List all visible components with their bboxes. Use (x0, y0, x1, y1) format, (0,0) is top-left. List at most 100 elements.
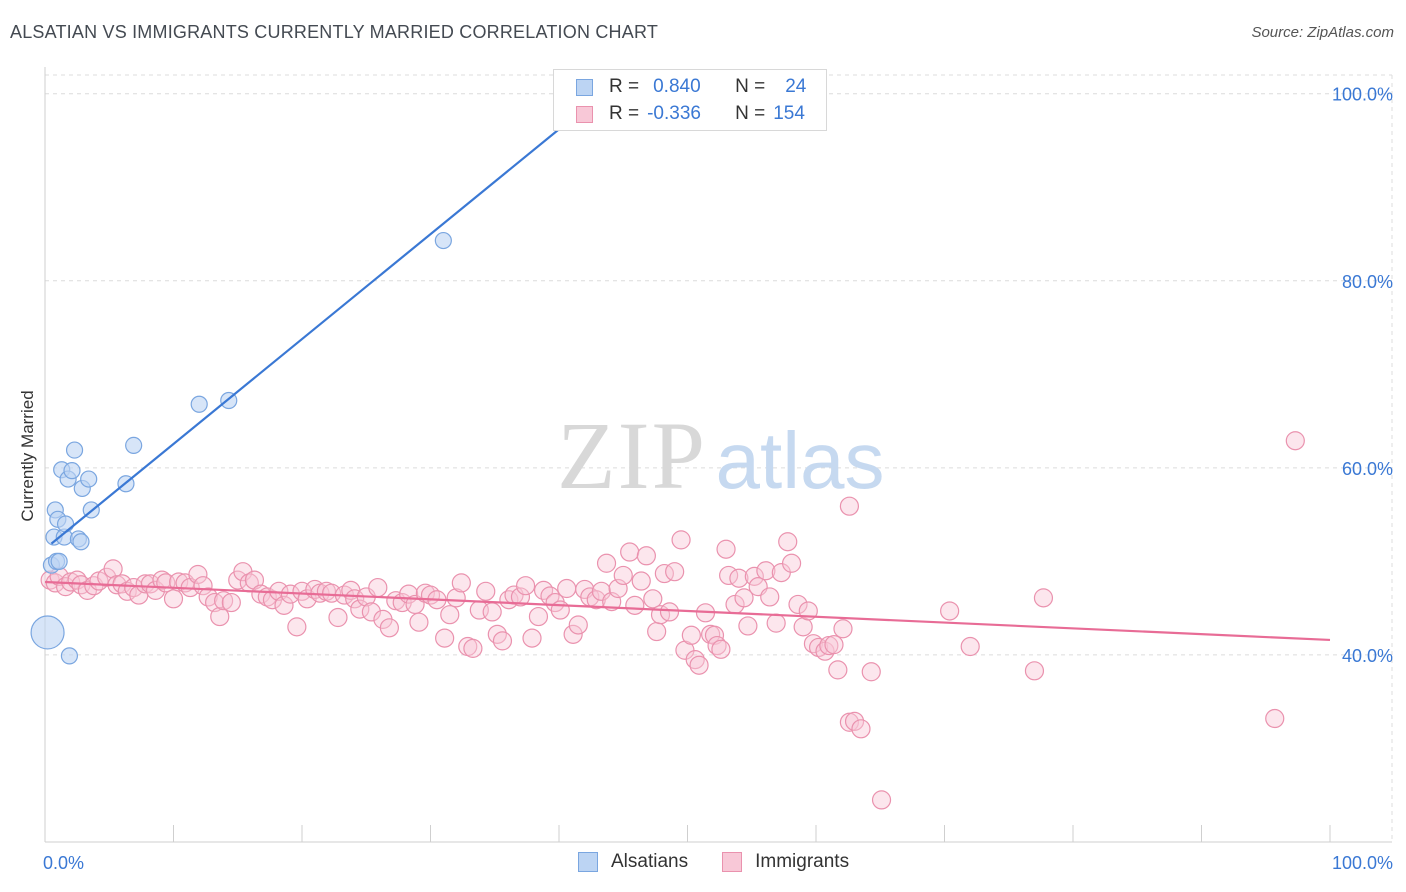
immigrants-point (729, 568, 749, 588)
immigrants-point (788, 594, 808, 615)
immigrants-point (671, 530, 691, 550)
immigrants-point (681, 625, 701, 645)
immigrants-point (1033, 588, 1054, 608)
alsatians-legend-swatch (578, 852, 598, 872)
immigrants-point (620, 542, 640, 562)
series-legend: Alsatians Immigrants (578, 851, 883, 873)
immigrants-point (1265, 708, 1285, 729)
immigrants-point (163, 589, 184, 609)
source-label: Source: ZipAtlas.com (1251, 24, 1394, 41)
immigrants-point (707, 635, 727, 656)
immigrants-point (409, 612, 429, 632)
r-value: 0.840 (653, 76, 701, 97)
stats-row-alsatians: R = 0.840 N = 24 (576, 75, 806, 99)
x-tick-label-max: 100.0% (1332, 853, 1393, 873)
legend-label-alsatians: Alsatians (611, 851, 689, 872)
watermark: ZIP atlas (557, 402, 884, 509)
axes (44, 67, 1392, 843)
immigrants-swatch (576, 105, 593, 123)
immigrants-point (734, 588, 754, 608)
immigrants-point (435, 628, 455, 648)
immigrants-point (557, 578, 577, 599)
n-label: N = (735, 76, 766, 97)
alsatians-swatch (576, 78, 593, 96)
immigrants-point (647, 621, 667, 642)
alsatians-point (56, 515, 75, 533)
alsatians-trend-line (50, 128, 560, 545)
r-value: -0.336 (647, 103, 701, 124)
alsatians-point (65, 441, 84, 459)
immigrants-point (568, 615, 588, 635)
immigrants-point (828, 660, 848, 680)
immigrants-point (563, 624, 583, 644)
immigrants-point (368, 577, 388, 598)
immigrants-point (793, 617, 813, 637)
immigrants-point (778, 532, 798, 552)
watermark-zip: ZIP (557, 402, 707, 509)
immigrants-point (625, 595, 645, 615)
alsatians-point (63, 462, 81, 480)
immigrants-point (803, 634, 824, 654)
alsatians-point (190, 395, 208, 413)
immigrants-point (528, 606, 549, 627)
immigrants-point (451, 573, 471, 593)
immigrants-point (361, 602, 381, 622)
chart-title: ALSATIAN VS IMMIGRANTS CURRENTLY MARRIED… (10, 22, 659, 42)
immigrants-point (510, 587, 531, 607)
immigrants-point (613, 565, 633, 586)
y-tick-label: 80.0% (1342, 272, 1393, 292)
immigrants-point (824, 635, 844, 655)
y-tick-label: 100.0% (1332, 85, 1393, 105)
y-tick-label: 40.0% (1342, 646, 1393, 666)
immigrants-point (210, 606, 230, 627)
immigrants-point (492, 631, 513, 651)
immigrants-point (861, 662, 881, 682)
immigrants-point (169, 572, 189, 592)
immigrants-point (738, 616, 758, 636)
immigrants-point (350, 599, 370, 619)
watermark-atlas: atlas (716, 416, 885, 505)
immigrants-point (844, 711, 865, 731)
immigrants-trend-line (44, 580, 1331, 642)
immigrants-point (476, 581, 496, 601)
immigrants-point (463, 638, 483, 658)
n-label: N = (735, 103, 766, 124)
immigrants-point (839, 496, 860, 516)
immigrants-point (103, 559, 123, 579)
immigrants-point (440, 605, 460, 625)
immigrants-point (631, 571, 651, 591)
y-tick-label: 60.0% (1342, 459, 1393, 479)
immigrants-point (643, 589, 663, 609)
alsatians-point (125, 436, 143, 455)
legend-item-immigrants[interactable]: Immigrants (722, 851, 849, 873)
immigrants-point (659, 602, 680, 622)
immigrants-point (940, 601, 960, 621)
immigrants-point (487, 624, 507, 644)
immigrants-point (591, 581, 612, 601)
immigrants-point (221, 592, 241, 613)
legend-item-alsatians[interactable]: Alsatians (578, 851, 688, 873)
immigrants-point (766, 613, 786, 633)
immigrants-point (871, 790, 892, 810)
alsatians-point (50, 552, 68, 570)
immigrants-point (550, 600, 570, 620)
immigrants-point (140, 574, 160, 594)
immigrants-point (328, 607, 348, 628)
alsatians-points (30, 231, 452, 665)
immigrants-point (760, 587, 780, 607)
alsatians-point (30, 615, 65, 650)
immigrants-point (1285, 431, 1305, 451)
immigrants-point (446, 588, 466, 608)
alsatians-point (80, 470, 98, 488)
immigrants-point (636, 546, 656, 566)
immigrants-point (522, 628, 542, 648)
immigrants-point (1024, 661, 1045, 681)
immigrants-point (244, 570, 265, 590)
x-tick-label-min: 0.0% (43, 853, 84, 873)
immigrants-legend-swatch (722, 852, 743, 872)
immigrants-point (482, 602, 502, 622)
immigrants-point (188, 564, 208, 585)
legend-label-immigrants: Immigrants (755, 851, 850, 872)
n-value: 24 (785, 76, 807, 97)
